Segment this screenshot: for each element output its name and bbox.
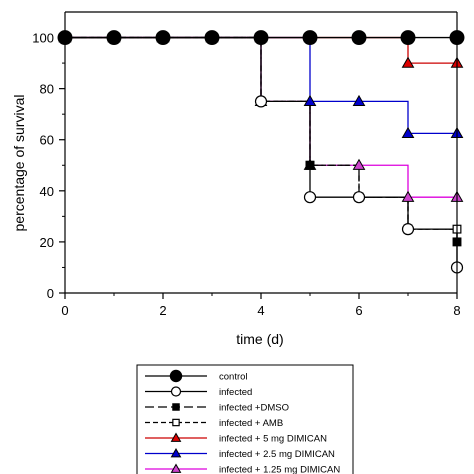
x-tick-label: 2 [159, 303, 166, 318]
legend-label-2: infected +DMSO [219, 403, 289, 414]
plot-area [57, 30, 465, 274]
series-1-point-6 [352, 191, 366, 204]
y-tick-label: 80 [40, 82, 54, 97]
x-tick-label: 6 [355, 303, 362, 318]
series-4-point-7 [401, 56, 415, 68]
legend-marker-1 [170, 386, 182, 397]
legend: control infected infected +DMSO infected + … [136, 364, 354, 474]
y-tick-label: 20 [40, 235, 54, 250]
legend-marker-3 [172, 418, 180, 427]
series-line-1 [65, 36, 458, 268]
series-6-point-6 [352, 158, 366, 170]
series-0-point-3 [204, 30, 220, 46]
legend-label-1: infected [219, 387, 252, 398]
legend-marker-4 [170, 432, 182, 442]
series-1-point-5 [303, 191, 317, 204]
series-0-point-5 [302, 30, 318, 46]
series-2-point-5 [305, 160, 315, 170]
legend-label-0: control [219, 372, 248, 383]
legend-marker-0 [169, 369, 183, 383]
x-tick-label: 8 [453, 303, 460, 318]
legend-label-6: infected + 1.25 mg DIMICAN [219, 465, 340, 474]
series-5-point-5 [303, 94, 317, 107]
y-tick-label: 0 [47, 286, 54, 301]
legend-marker-2 [172, 403, 180, 411]
legend-label-3: infected + AMB [219, 418, 283, 429]
legend-label-4: infected + 5 mg DIMICAN [219, 434, 327, 445]
y-tick-label: 60 [40, 133, 54, 148]
y-axis-title: percentage of survival [11, 95, 27, 232]
x-axis-title: time (d) [236, 331, 283, 347]
series-1-point-4 [254, 95, 268, 108]
series-5-point-7 [401, 126, 415, 138]
legend-marker-5 [170, 447, 182, 458]
legend-label-5: infected + 2.5 mg DIMICAN [219, 449, 335, 460]
x-tick-label: 0 [61, 303, 68, 318]
series-0-point-1 [106, 30, 122, 46]
y-tick-label: 40 [40, 184, 54, 199]
series-5-point-6 [352, 94, 366, 107]
series-0-point-7 [400, 30, 416, 46]
legend-marker-6 [170, 463, 182, 473]
y-tick-label: 100 [32, 31, 54, 46]
series-0-point-4 [253, 30, 269, 46]
series-1-point-7 [401, 223, 415, 236]
series-6-point-7 [401, 190, 415, 202]
x-tick-label: 4 [257, 303, 264, 318]
series-0-point-6 [351, 30, 367, 46]
series-0-point-2 [155, 30, 171, 46]
